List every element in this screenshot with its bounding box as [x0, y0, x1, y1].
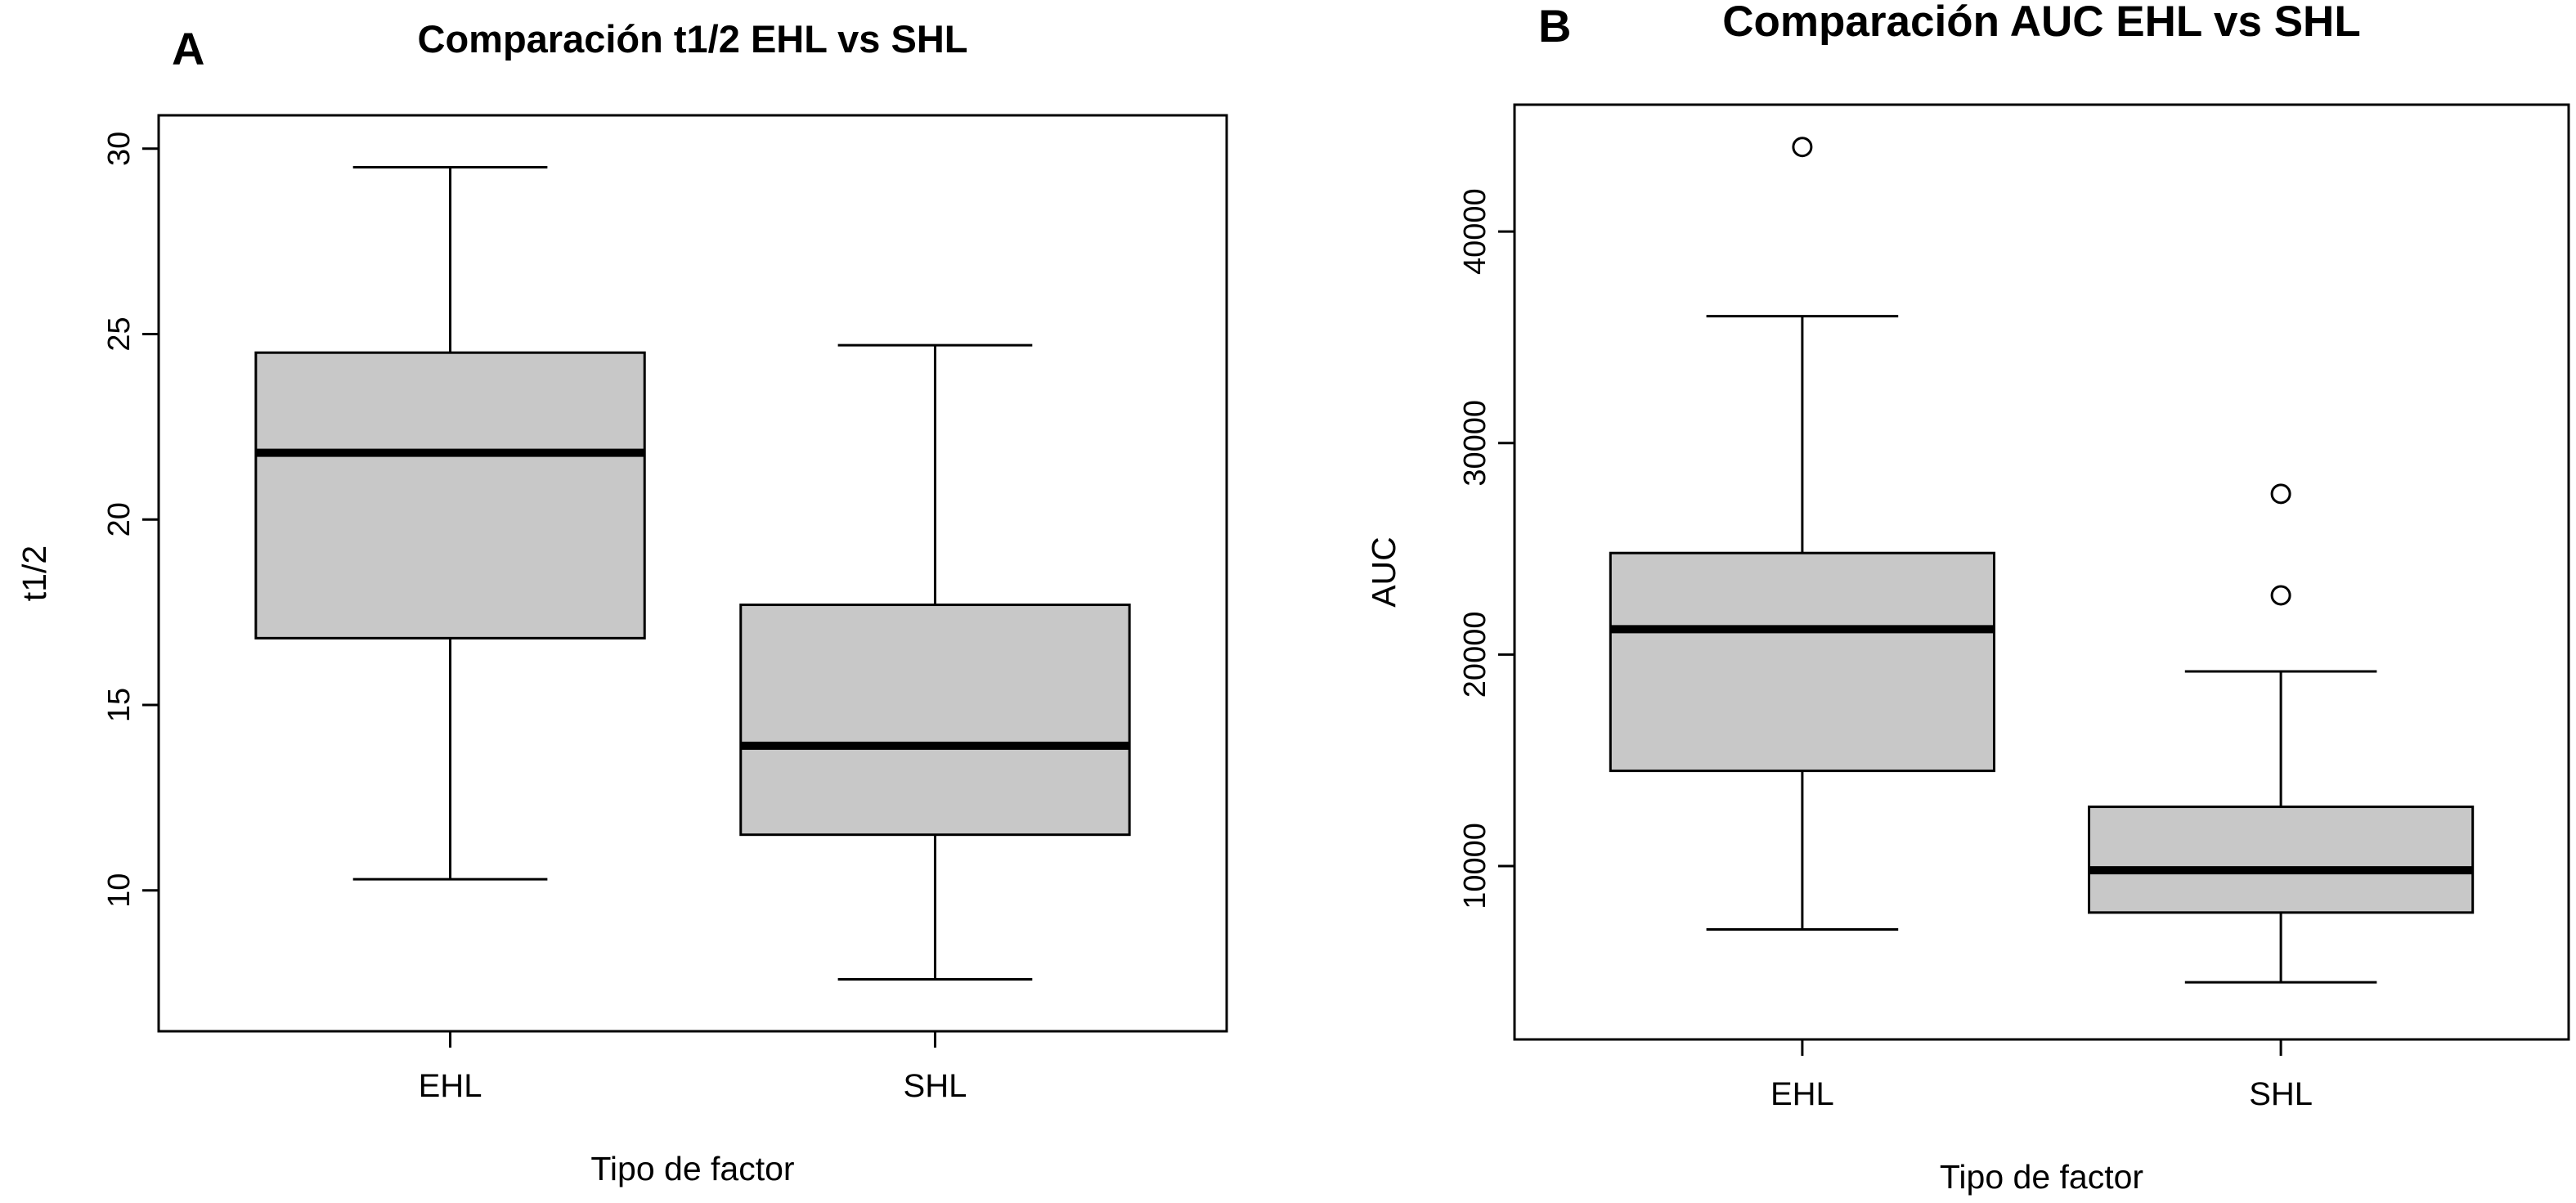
plot-border [157, 114, 1228, 1033]
x-category-label: SHL [2249, 1076, 2313, 1112]
boxplot-svg-b: 10000 20000 30000 40000 AUC EHL SHL Tipo de fac… [1365, 103, 2570, 1196]
boxplot-svg-a: 10 15 20 25 30 t1/2 EHL SHL Tipo de factor [16, 114, 1228, 1187]
outlier-point [1792, 137, 1813, 158]
box-iqr [2088, 806, 2475, 914]
y-tick-label: 20 [102, 502, 137, 536]
box-iqr [1609, 551, 1995, 773]
x-axis-label: Tipo de factor [590, 1150, 794, 1187]
y-tick-label: 15 [102, 688, 137, 722]
y-tick-label: 25 [102, 316, 137, 351]
panel-label-a: A [172, 23, 205, 74]
figure-panel-a: A Comparación t1/2 EHL vs SHL 10 15 20 25 30… [16, 17, 1228, 1187]
outlier-point [2270, 585, 2291, 606]
box-iqr [739, 604, 1131, 837]
y-tick-label: 40000 [1458, 188, 1492, 275]
y-tick-label: 10000 [1458, 823, 1492, 909]
figure-panel-b: B Comparación AUC EHL vs SHL 10000 20000 3… [1288, 0, 2576, 1203]
x-category-label: SHL [904, 1068, 967, 1104]
x-category-label: EHL [419, 1068, 482, 1104]
y-tick-label: 20000 [1458, 612, 1492, 698]
panel-title-b: Comparación AUC EHL vs SHL [1722, 0, 2361, 46]
y-axis-label: AUC [1365, 536, 1402, 608]
panel-title-a: Comparación t1/2 EHL vs SHL [417, 17, 968, 61]
outlier-point [2270, 483, 2291, 505]
y-tick-label: 30 [102, 132, 137, 166]
x-axis-label: Tipo de factor [1940, 1158, 2143, 1196]
panel-label-b: B [1538, 0, 1572, 52]
y-axis-label: t1/2 [16, 545, 53, 601]
y-tick-label: 30000 [1458, 400, 1492, 487]
plot-border [1513, 103, 2570, 1041]
y-tick-label: 10 [102, 873, 137, 908]
x-category-label: EHL [1770, 1076, 1834, 1112]
box-iqr [254, 351, 646, 640]
